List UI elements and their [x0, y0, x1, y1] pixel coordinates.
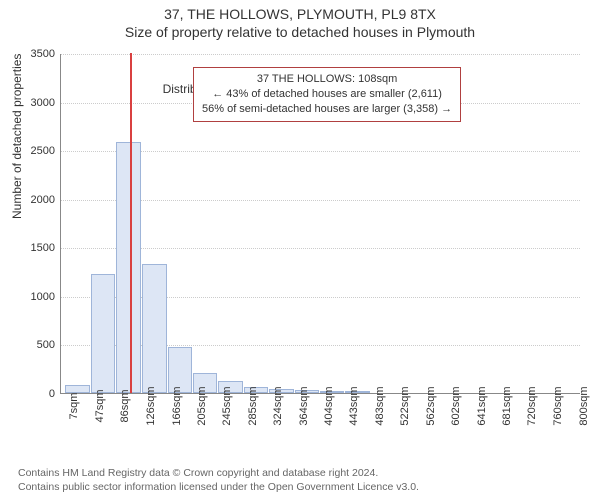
- x-tick-label: 483sqm: [374, 386, 386, 425]
- histogram-bar: [91, 274, 115, 393]
- x-tick-label: 641sqm: [476, 386, 488, 425]
- x-tick-label: 681sqm: [501, 386, 513, 425]
- x-tick-label: 562sqm: [425, 386, 437, 425]
- x-tick-label: 760sqm: [552, 386, 564, 425]
- x-tick-label: 285sqm: [247, 386, 259, 425]
- tooltip-line-3: 56% of semi-detached houses are larger (…: [202, 102, 452, 117]
- y-tick-label: 0: [49, 388, 55, 400]
- page-title-address: 37, THE HOLLOWS, PLYMOUTH, PL9 8TX: [0, 0, 600, 22]
- page-title-subtitle: Size of property relative to detached ho…: [0, 22, 600, 44]
- y-tick-label: 1000: [31, 291, 55, 303]
- tooltip-line-2: ← 43% of detached houses are smaller (2,…: [202, 87, 452, 102]
- x-tick-label: 7sqm: [68, 393, 80, 420]
- y-tick-label: 3000: [31, 97, 55, 109]
- x-tick-label: 443sqm: [348, 386, 360, 425]
- x-tick-label: 324sqm: [272, 386, 284, 425]
- y-tick-label: 500: [37, 339, 55, 351]
- x-tick-label: 364sqm: [298, 386, 310, 425]
- x-tick-label: 404sqm: [323, 386, 335, 425]
- tooltip-line-1: 37 THE HOLLOWS: 108sqm: [202, 72, 452, 87]
- x-tick-label: 166sqm: [171, 386, 183, 425]
- x-tick-label: 86sqm: [119, 389, 131, 422]
- x-tick-label: 205sqm: [196, 386, 208, 425]
- footer-line-2: Contains public sector information licen…: [18, 480, 419, 494]
- y-tick-label: 2500: [31, 145, 55, 157]
- y-axis-label: Number of detached properties: [10, 54, 24, 219]
- histogram-bar: [116, 142, 141, 393]
- x-tick-label: 602sqm: [450, 386, 462, 425]
- plot-area: 37 THE HOLLOWS: 108sqm ← 43% of detached…: [60, 54, 580, 394]
- footer-line-1: Contains HM Land Registry data © Crown c…: [18, 466, 419, 480]
- property-indicator-line: [130, 53, 132, 393]
- y-tick-label: 3500: [31, 48, 55, 60]
- x-tick-label: 47sqm: [94, 389, 106, 422]
- x-tick-label: 245sqm: [221, 386, 233, 425]
- x-tick-label: 720sqm: [526, 386, 538, 425]
- x-tick-label: 522sqm: [399, 386, 411, 425]
- y-tick-label: 1500: [31, 242, 55, 254]
- histogram-bar: [142, 264, 167, 393]
- attribution-footer: Contains HM Land Registry data © Crown c…: [18, 466, 419, 494]
- x-tick-label: 800sqm: [578, 386, 590, 425]
- x-tick-label: 126sqm: [145, 386, 157, 425]
- y-tick-label: 2000: [31, 194, 55, 206]
- histogram-chart: Number of detached properties 37 THE HOL…: [0, 44, 600, 434]
- property-tooltip: 37 THE HOLLOWS: 108sqm ← 43% of detached…: [193, 67, 461, 122]
- gridline: [61, 54, 580, 55]
